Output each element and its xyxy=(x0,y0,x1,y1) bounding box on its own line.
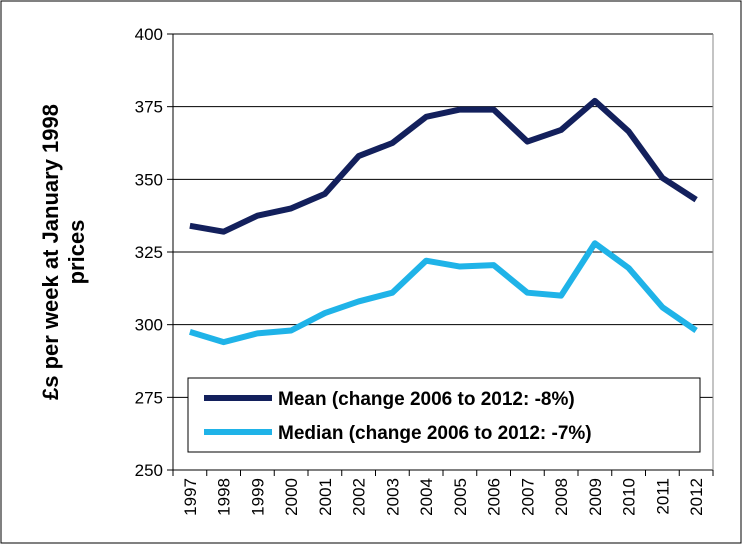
x-tick-label: 1999 xyxy=(248,478,267,516)
x-tick-label: 2000 xyxy=(282,478,301,516)
x-tick-label: 2001 xyxy=(316,478,335,516)
legend-box xyxy=(187,377,701,453)
y-axis-label: £s per week at January 1998 xyxy=(38,104,63,400)
y-axis-label: prices xyxy=(64,220,89,285)
y-tick-label: 250 xyxy=(135,461,163,480)
x-tick-label: 2011 xyxy=(653,478,672,515)
y-tick-label: 275 xyxy=(135,388,163,407)
y-tick-label: 325 xyxy=(135,243,163,262)
x-tick-label: 2008 xyxy=(552,478,571,516)
x-tick-label: 2009 xyxy=(586,478,605,516)
x-tick-label: 2004 xyxy=(417,478,436,516)
legend-label: Median (change 2006 to 2012: -7%) xyxy=(278,423,592,444)
line-series xyxy=(189,240,698,346)
y-tick-label: 375 xyxy=(135,98,163,117)
x-tick-label: 1998 xyxy=(215,478,234,516)
x-tick-label: 2010 xyxy=(620,478,639,516)
x-tick-label: 2006 xyxy=(485,478,504,516)
x-tick-label: 2002 xyxy=(350,478,369,516)
legend-label: Mean (change 2006 to 2012: -8%) xyxy=(278,389,575,410)
y-tick-label: 300 xyxy=(135,316,163,335)
y-tick-label: 400 xyxy=(135,25,163,44)
line-series xyxy=(189,97,698,235)
y-tick-label: 350 xyxy=(135,170,163,189)
x-tick-label: 2007 xyxy=(518,478,537,516)
x-tick-label: 1997 xyxy=(181,478,200,516)
x-tick-label: 2005 xyxy=(451,478,470,516)
x-tick-label: 2003 xyxy=(383,478,402,516)
x-tick-label: 2012 xyxy=(687,478,706,516)
